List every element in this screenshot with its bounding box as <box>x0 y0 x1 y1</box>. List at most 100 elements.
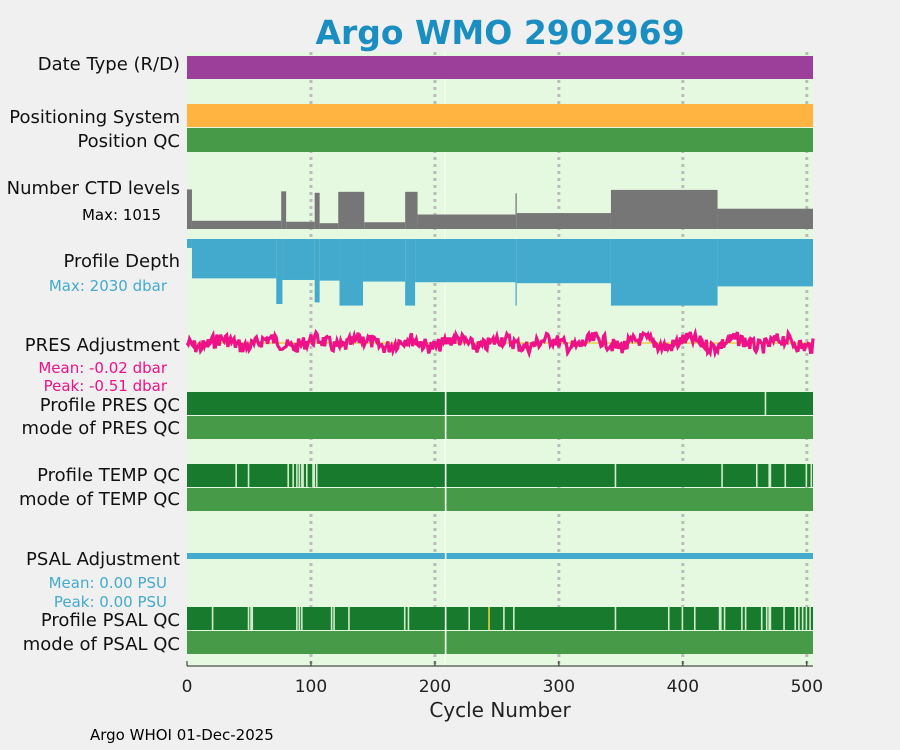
qc-marker <box>805 607 808 630</box>
qc-marker <box>312 464 314 487</box>
row-2 <box>187 128 813 152</box>
qc-marker <box>798 607 800 630</box>
qc-marker <box>667 607 670 630</box>
row-label: mode of PRES QC <box>22 418 180 439</box>
qc-marker <box>805 464 808 487</box>
qc-marker <box>444 553 447 559</box>
qc-marker <box>768 464 770 487</box>
qc-marker <box>721 464 723 487</box>
qc-marker <box>250 607 252 630</box>
qc-marker <box>407 607 410 630</box>
qc-marker <box>403 607 406 630</box>
row-7 <box>187 416 813 439</box>
series-segment <box>515 193 517 229</box>
qc-marker <box>693 607 696 630</box>
qc-marker <box>720 607 722 630</box>
qc-marker <box>444 488 447 511</box>
series-segment <box>339 239 364 306</box>
pres-adjust-line <box>185 327 815 359</box>
row-label: Number CTD levels <box>7 178 180 199</box>
series-segment <box>191 220 282 229</box>
row-10 <box>187 553 813 559</box>
row-labels: Date Type (R/D) Positioning System Positio… <box>7 54 180 655</box>
qc-marker <box>769 607 772 630</box>
qc-marker <box>292 464 294 487</box>
x-tick-label: 200 <box>419 677 451 697</box>
row-9 <box>187 488 813 511</box>
qc-marker <box>444 416 447 439</box>
qc-marker <box>769 464 772 487</box>
bar-segment <box>187 104 813 127</box>
qc-marker <box>211 607 214 630</box>
series-segment <box>319 223 339 229</box>
qc-marker <box>723 607 726 630</box>
qc-marker <box>296 464 298 487</box>
row-label: Profile Depth <box>63 251 180 272</box>
qc-marker <box>301 607 303 630</box>
row-label: PRES Adjustment <box>25 335 180 356</box>
row-label: mode of TEMP QC <box>19 489 180 510</box>
qc-marker <box>302 464 304 487</box>
qc-marker <box>306 464 308 487</box>
series-segment <box>717 208 813 229</box>
qc-marker <box>718 607 721 630</box>
series-segment <box>286 221 315 229</box>
row-1 <box>187 104 813 127</box>
qc-marker <box>298 464 301 487</box>
mean-label: Mean: 0.00 PSU <box>49 574 167 592</box>
qc-marker <box>296 607 298 630</box>
series-segment <box>281 191 287 229</box>
qc-marker <box>614 607 617 630</box>
qc-marker <box>744 607 747 630</box>
qc-marker <box>301 464 303 487</box>
qc-marker <box>251 607 254 630</box>
qc-marker <box>503 607 505 630</box>
series-segment <box>610 239 718 306</box>
row-12 <box>187 631 813 654</box>
x-tick-label: 100 <box>295 677 327 697</box>
x-tick-label: 500 <box>791 677 823 697</box>
series-segment <box>191 239 277 279</box>
series-segment <box>187 189 192 229</box>
row-3 <box>187 189 813 229</box>
qc-marker <box>315 464 318 487</box>
qc-marker <box>298 607 301 630</box>
chart-title: Argo WMO 2902969 <box>315 13 684 52</box>
row-label: Profile PSAL QC <box>41 610 180 631</box>
max-label: Max: 1015 <box>82 206 161 224</box>
series-segment <box>515 239 517 306</box>
qc-marker <box>755 464 758 487</box>
bar-segment <box>187 607 813 630</box>
bar-segment <box>187 488 813 511</box>
bar-segment <box>187 128 813 152</box>
qc-marker <box>681 607 684 630</box>
bar-segment <box>187 464 813 487</box>
series-segment <box>282 239 315 280</box>
x-axis: 0 100 200 300 400 500 <box>182 661 823 697</box>
plot-area <box>187 52 813 666</box>
row-0 <box>187 56 813 79</box>
qc-marker <box>760 607 763 630</box>
row-label: Profile PRES QC <box>40 395 180 416</box>
qc-marker <box>784 464 787 487</box>
series-segment <box>415 239 516 283</box>
qc-marker <box>513 607 515 630</box>
qc-marker <box>768 607 770 630</box>
x-axis-label: Cycle Number <box>429 698 571 722</box>
qc-marker <box>333 607 335 630</box>
grid-lines <box>309 52 809 666</box>
series-segment <box>364 222 406 229</box>
max-label: Max: 2030 dbar <box>49 277 168 295</box>
qc-marker <box>794 607 797 630</box>
qc-marker <box>348 607 350 630</box>
qc-marker <box>313 464 316 487</box>
qc-marker <box>765 607 768 630</box>
series-segment <box>319 239 340 281</box>
x-tick-label: 0 <box>182 677 193 697</box>
footer-credit: Argo WHOI 01-Dec-2025 <box>90 726 274 744</box>
series-segment <box>610 189 718 229</box>
row-11 <box>187 607 813 630</box>
series-segment <box>338 191 365 229</box>
qc-marker <box>801 607 804 630</box>
